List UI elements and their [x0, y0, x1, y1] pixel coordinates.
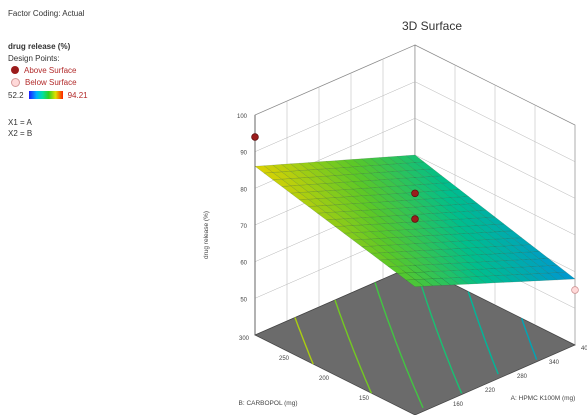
floor-contour-line	[374, 282, 424, 409]
z-tick-label: 70	[240, 224, 247, 230]
chart-title: 3D Surface	[401, 19, 463, 33]
wall-gridline	[254, 81, 576, 162]
color-scale-max: 94.21	[67, 90, 88, 100]
x-tick-label: 280	[517, 374, 528, 380]
variable-mapping: X1 = A X2 = B	[8, 117, 128, 139]
surface-cell	[405, 154, 425, 163]
above-surface-marker	[11, 66, 19, 74]
z-tick-label: 60	[240, 261, 247, 267]
design-point	[411, 215, 419, 223]
factor-coding-label: Factor Coding: Actual	[8, 9, 85, 18]
below-surface-marker	[11, 77, 20, 87]
floor-contour-line	[294, 317, 314, 365]
y-tick-label: 300	[239, 336, 250, 342]
design-point	[411, 189, 419, 198]
floor-contour-line	[467, 291, 499, 375]
x-tick-label: 160	[453, 402, 464, 408]
y-tick-label: 200	[319, 376, 330, 382]
design-point	[571, 286, 579, 294]
above-surface-label: Above Surface	[24, 65, 77, 75]
legend-above: Above Surface	[8, 64, 128, 76]
z-tick-label: 50	[240, 297, 247, 303]
color-scale-min: 52.2	[8, 90, 24, 100]
x-axis-title: A: HPMC K100M (mg)	[511, 395, 576, 402]
legend-panel: Factor Coding: Actual drug release (%) D…	[8, 8, 128, 139]
y-tick-label: 250	[279, 356, 290, 362]
design-point	[251, 133, 259, 141]
y-axis-title: B: CARBOPOL (mg)	[239, 400, 298, 407]
color-scale: 52.2 94.21	[8, 89, 128, 101]
legend-below: Below Surface	[8, 76, 128, 88]
design-points-label: Design Points:	[8, 54, 60, 63]
color-scale-bar	[28, 91, 63, 99]
x-tick-label: 400	[581, 346, 587, 352]
x-tick-label: 340	[549, 360, 560, 366]
below-surface-label: Below Surface	[25, 77, 77, 87]
z-tick-label: 90	[240, 151, 247, 157]
z-tick-label: 100	[237, 114, 248, 120]
x1-mapping: X1 = A	[8, 118, 32, 127]
x-tick-label: 220	[485, 388, 496, 394]
z-tick-label: 80	[240, 187, 247, 193]
y-tick-label: 150	[359, 396, 370, 402]
floor-contour-line	[334, 299, 373, 394]
z-axis-title: drug release (%)	[203, 211, 210, 259]
response-name: drug release (%)	[8, 42, 71, 51]
x2-mapping: X2 = B	[8, 129, 33, 138]
floor-contour-line	[521, 318, 538, 360]
